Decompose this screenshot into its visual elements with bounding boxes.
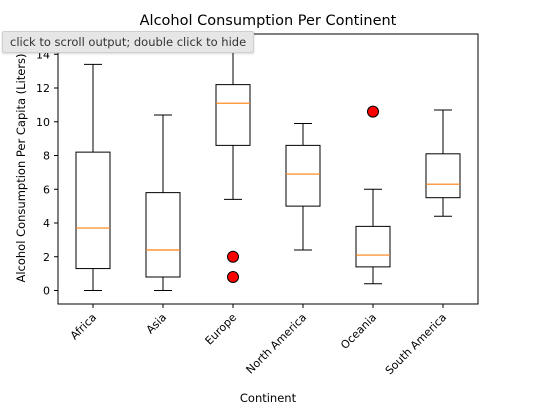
chart-title: Alcohol Consumption Per Continent [140, 13, 397, 29]
y-tick-label: 2 [43, 251, 50, 264]
box-south-america [425, 109, 461, 217]
x-axis-label: Continent [240, 391, 297, 405]
box-iqr [145, 192, 181, 278]
x-tick-label: Africa [68, 311, 99, 342]
y-tick-label: 12 [36, 82, 50, 95]
boxes [75, 33, 461, 291]
scroll-output-tooltip[interactable]: click to scroll output; double click to … [2, 31, 255, 53]
box-africa [75, 63, 111, 291]
y-tick-label: 4 [43, 217, 50, 230]
y-tick-label: 10 [36, 116, 50, 129]
x-tick-label: South America [383, 311, 449, 377]
outlier-point [227, 271, 239, 283]
outlier-point [227, 250, 239, 263]
box-north-america [285, 122, 321, 251]
box-iqr [425, 153, 461, 199]
plot-frame [57, 33, 479, 305]
y-tick-label: 0 [43, 285, 50, 298]
box-iqr [285, 144, 321, 207]
y-axis-label: Alcohol Consumption Per Capita (Liters) [14, 53, 28, 282]
outlier-point [367, 105, 379, 118]
box-asia [145, 114, 181, 291]
x-tick-label: Europe [203, 311, 240, 348]
box-iqr [75, 151, 111, 270]
box-iqr [215, 84, 251, 146]
y-tick-label: 6 [43, 183, 50, 196]
box-oceania [355, 105, 391, 285]
box-europe [215, 33, 251, 283]
x-tick-label: Asia [144, 311, 170, 337]
x-tick-label: Oceania [338, 311, 379, 352]
box-iqr [355, 225, 391, 268]
x-tick-label: North America [244, 311, 310, 377]
y-tick-label: 8 [43, 150, 50, 163]
